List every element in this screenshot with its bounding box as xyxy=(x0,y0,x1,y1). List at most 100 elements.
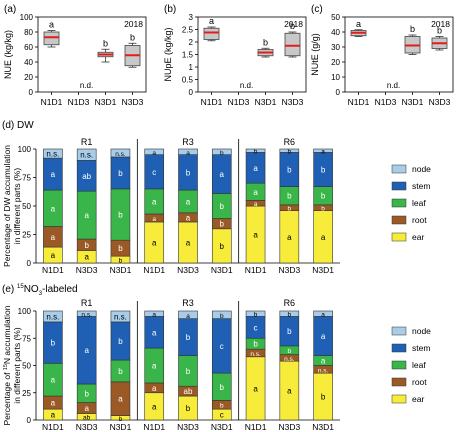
significance-letter: n.s. xyxy=(80,151,93,160)
significance-letter: b xyxy=(321,192,326,201)
significance-letter: b xyxy=(118,337,123,346)
significance-letter: a xyxy=(186,150,190,157)
significance-letter: a xyxy=(253,384,258,393)
legend-label-leaf: leaf xyxy=(412,360,426,370)
stage-label: R1 xyxy=(81,298,93,308)
legend-swatch-node xyxy=(391,164,407,174)
y-tick-label: 3 xyxy=(189,13,194,22)
significance-letter: a xyxy=(152,216,156,223)
box-panel-c: (c) 2018 0 10 20 30 40 50 NUtE (g/g) N1D1 N1D3 N3D1… xyxy=(310,4,454,107)
y-tick-label: 1 xyxy=(189,63,194,72)
significance-letter: b xyxy=(253,340,258,349)
significance-letter: ab xyxy=(82,172,91,181)
significance-letter: b xyxy=(321,166,326,175)
significance-letter: a xyxy=(287,233,292,242)
y-tick-label: 20 xyxy=(24,73,33,82)
box-N3D1: b xyxy=(97,38,114,63)
legend-swatch-ear xyxy=(391,394,407,404)
stage-label: R3 xyxy=(182,137,194,147)
significance-letter: b xyxy=(119,416,123,423)
legend-label-leaf: leaf xyxy=(412,198,426,208)
x-tick-label: N1D1 xyxy=(42,422,64,432)
significance-letter: a xyxy=(356,19,361,29)
significance-letter: b xyxy=(220,242,225,251)
significance-letter: a xyxy=(186,313,190,320)
x-tick-label: N3D1 xyxy=(312,422,334,432)
significance-letter: n.s. xyxy=(46,150,59,159)
bar-R3-N3D3: b ab b b a N3D3 xyxy=(177,310,199,432)
significance-letter: n.s. xyxy=(81,312,92,319)
significance-letter: a xyxy=(84,211,89,220)
x-tick-label: N3D1 xyxy=(255,97,277,107)
significance-letter: b xyxy=(186,404,191,413)
stage-label: R3 xyxy=(182,298,194,308)
significance-letter: a xyxy=(253,164,258,173)
x-tick-label: N3D1 xyxy=(211,265,233,275)
x-tick-label: N1D1 xyxy=(348,97,370,107)
box-N3D3: b xyxy=(124,32,141,68)
significance-letter: b xyxy=(118,169,123,178)
x-tick-label: N3D3 xyxy=(76,265,98,275)
y-tick-label: 50 xyxy=(22,202,31,211)
y-axis-label-line1: Percentage of DW accumulation xyxy=(2,145,12,267)
y-axis-label-line2: in different parts (%) xyxy=(12,327,22,404)
bar-R6-N1D1: a n.s. bcb N1D1 xyxy=(245,310,267,432)
panel-label-main: NO xyxy=(24,284,39,295)
box-body xyxy=(43,31,60,46)
legend-label-stem: stem xyxy=(412,181,430,191)
significance-letter: b xyxy=(288,149,292,156)
y-tick-label: 50 xyxy=(331,13,340,22)
legend-swatch-stem xyxy=(391,343,407,353)
significance-letter: b xyxy=(220,403,224,410)
x-tick-label: N1D1 xyxy=(143,265,165,275)
significance-letter: ab xyxy=(184,387,193,396)
panel-label: (e) 15NO3-labeled xyxy=(2,284,78,297)
bar-segment-node xyxy=(144,310,165,317)
bar-segment-node xyxy=(245,310,266,317)
y-tick-label: 25 xyxy=(22,389,31,398)
significance-letter: b xyxy=(51,339,56,348)
y-axis-label: NUpE (kg/kg) xyxy=(163,27,173,81)
y-tick-label: 100 xyxy=(18,307,32,316)
stage-label: R6 xyxy=(284,137,296,147)
significance-letter: b xyxy=(118,211,123,220)
bar-segment-node xyxy=(178,310,198,319)
significance-letter: a xyxy=(49,20,54,30)
y-tick-label: 0 xyxy=(189,88,194,97)
legend-label-root: root xyxy=(412,215,427,225)
box-N1D1: a xyxy=(203,16,220,42)
significance-letter: a xyxy=(220,170,225,179)
x-tick-label: N3D1 xyxy=(211,422,233,432)
y-tick-label: 0 xyxy=(27,416,32,425)
x-tick-label: N3D1 xyxy=(110,265,132,275)
significance-letter: b xyxy=(220,202,225,211)
ylabel-suffix: N accumulation xyxy=(2,305,12,364)
significance-letter: c xyxy=(220,342,224,351)
y-axis-label: NUtE (g/g) xyxy=(310,33,320,76)
box-N3D3: b xyxy=(431,26,448,51)
box-panel-a: (a) 2018 0 20 40 60 80 100 NUE (kg/kg) N1D1 N1D3 N3… xyxy=(3,4,147,107)
stage-label: R1 xyxy=(81,137,93,147)
significance-letter: a xyxy=(186,213,191,222)
bar-segment-node xyxy=(211,148,232,155)
significance-letter: b xyxy=(118,367,123,376)
y-tick-label: 100 xyxy=(20,13,34,22)
y-axis-label-line1: Percentage of 15N accumulation xyxy=(2,305,12,425)
significance-letter: b xyxy=(287,166,292,175)
significance-letter: c xyxy=(254,323,258,332)
significance-letter: a xyxy=(51,204,56,213)
legend-label-node: node xyxy=(412,326,431,336)
significance-letter: a xyxy=(152,362,157,371)
significance-letter: b xyxy=(288,206,292,213)
y-tick-label: 60 xyxy=(24,43,33,52)
significance-letter: c xyxy=(220,411,224,420)
x-tick-label: N1D1 xyxy=(143,422,165,432)
not-detected-label: n.d. xyxy=(387,81,400,90)
significance-letter: a xyxy=(84,346,89,355)
significance-letter: a xyxy=(152,328,157,337)
